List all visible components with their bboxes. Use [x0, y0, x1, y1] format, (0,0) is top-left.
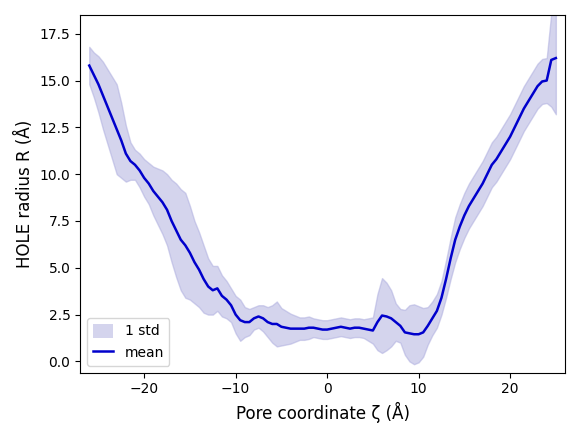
Legend: 1 std, mean: 1 std, mean: [87, 318, 169, 366]
X-axis label: Pore coordinate ζ (Å): Pore coordinate ζ (Å): [235, 402, 409, 423]
Y-axis label: HOLE radius R (Å): HOLE radius R (Å): [15, 120, 34, 268]
